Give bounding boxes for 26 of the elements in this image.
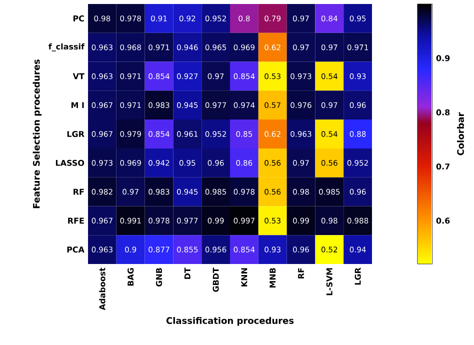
x-tick-label: Adaboost <box>99 268 106 310</box>
x-tick-label: MNB <box>270 268 276 288</box>
y-tick-label: RF <box>74 188 84 195</box>
y-tick-label: f_classif <box>48 43 85 52</box>
y-tick-label: LASSO <box>56 160 84 166</box>
x-tick-label: BAG <box>128 268 134 286</box>
x-tick-label: GBDT <box>212 268 219 292</box>
y-tick-label: RFE <box>68 218 84 224</box>
x-tick-label: RF <box>298 268 304 278</box>
x-axis-title: Classification procedures <box>166 317 294 326</box>
y-tick-label: LGR <box>67 130 84 138</box>
color-bar-label: 0.8 <box>436 109 450 116</box>
y-tick-label: VT <box>72 73 84 80</box>
y-tick-label: M I <box>71 102 84 108</box>
y-axis-title: Feature Selection procedures <box>32 60 42 208</box>
y-tick-label: PC <box>73 15 84 22</box>
color-bar-label: 0.9 <box>436 55 450 62</box>
y-tick-label: PCA <box>67 246 84 253</box>
x-tick-label: GNB <box>156 268 162 286</box>
x-tick-label: KNN <box>241 268 248 286</box>
color-bar-label: 0.6 <box>436 218 450 224</box>
color-bar-label: 0.7 <box>436 163 450 170</box>
x-tick-label: L-SVM <box>326 268 332 296</box>
x-tick-label: DT <box>184 268 190 279</box>
x-tick-label: LGR <box>354 268 361 285</box>
color-bar-title: Colorbar <box>457 112 464 156</box>
